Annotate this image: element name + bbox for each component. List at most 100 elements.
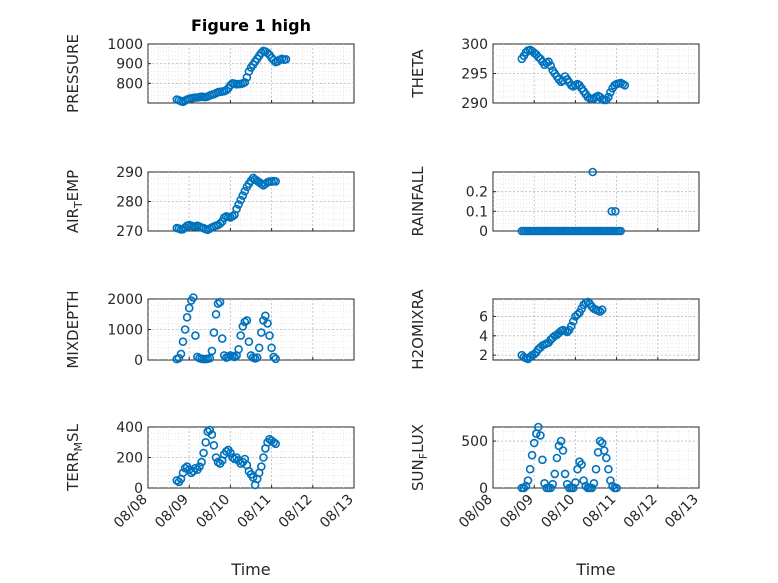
subplot-3: 270 280 290 AIRTEMP (64, 165, 355, 240)
data-point (228, 212, 237, 221)
data-point (217, 334, 227, 343)
y-tick-label: 4 (479, 329, 488, 345)
data-point (195, 462, 204, 471)
data-point (271, 177, 281, 186)
data-point (523, 476, 533, 485)
y-axis-label: MIXDEPTH (64, 290, 82, 368)
data-point (271, 439, 281, 449)
data-point (191, 331, 200, 340)
data-point (205, 353, 215, 363)
data-point (616, 226, 626, 236)
data-point (546, 61, 556, 71)
data-point (281, 54, 291, 64)
data-point (234, 200, 243, 209)
data-point (604, 464, 613, 474)
data-point (252, 353, 262, 362)
data-point (232, 204, 241, 214)
data-point (527, 450, 537, 460)
data-point (589, 478, 599, 488)
data-point (261, 311, 270, 321)
y-tick-label: 0.2 (466, 185, 488, 201)
data-point (263, 48, 272, 58)
data-point (562, 327, 572, 337)
data-point (226, 448, 235, 458)
data-point (267, 343, 276, 353)
subplot-7: 0 200 400 08/08 08/09 08/10 08/11 08/12 08/13 Tim… (64, 420, 357, 579)
data-point (180, 325, 190, 334)
data-point (529, 349, 539, 359)
y-tick-label: 1000 (107, 37, 143, 53)
data-point (191, 463, 200, 473)
data-point (269, 352, 279, 362)
y-tick-label: 290 (116, 165, 143, 181)
x-tick-label: 08/11 (580, 492, 620, 532)
data-point (256, 462, 266, 471)
data-point (215, 297, 225, 307)
x-tick-label: 08/09 (497, 492, 537, 532)
y-tick-label: 300 (461, 37, 488, 53)
data-point (529, 438, 539, 448)
data-point (209, 328, 219, 337)
x-tick-label: 08/11 (235, 492, 275, 532)
data-point (238, 191, 248, 200)
x-tick-label: 08/10 (193, 492, 233, 532)
y-tick-label: 800 (116, 76, 143, 92)
x-tick-label: 08/10 (538, 492, 578, 532)
data-point (207, 430, 217, 439)
data-point (211, 309, 221, 319)
data-point (209, 440, 219, 450)
x-tick-label: 08/08 (111, 492, 151, 532)
data-point (588, 167, 598, 177)
data-point (242, 316, 252, 325)
data-point (236, 331, 245, 340)
data-point (611, 207, 620, 216)
subplot-6: 2 4 6 H2OMIXRA (409, 289, 700, 370)
y-tick-label: 0 (479, 224, 488, 240)
data-point (620, 81, 630, 90)
data-point (597, 438, 607, 448)
subplot-4: 0 0.1 0.2 RAINFALL (409, 166, 700, 240)
y-tick-label: 295 (461, 67, 488, 83)
data-point (536, 431, 545, 440)
data-point (240, 78, 250, 87)
data-point (548, 479, 558, 489)
data-point (236, 195, 245, 205)
data-point (265, 331, 274, 340)
y-tick-label: 0.1 (466, 204, 488, 220)
data-point (205, 425, 215, 435)
data-point (533, 422, 543, 432)
data-point (234, 344, 243, 354)
subplot-2: 290 295 300 THETA (409, 37, 700, 112)
data-point (550, 469, 560, 479)
y-axis-label: PRESSURE (64, 34, 82, 113)
data-point (256, 328, 266, 337)
data-point (587, 483, 597, 493)
data-point (566, 321, 576, 331)
data-point (182, 312, 192, 322)
data-point (263, 319, 272, 328)
subplot-5: 0 1000 2000 MIXDEPTH (64, 290, 355, 369)
data-point (189, 293, 198, 302)
x-tick-label: 08/13 (317, 492, 357, 532)
data-point (222, 447, 231, 456)
data-point (215, 219, 225, 228)
data-point (525, 464, 535, 474)
data-point (180, 463, 190, 473)
data-point (612, 483, 621, 493)
data-point (552, 453, 562, 463)
data-point (240, 186, 250, 196)
y-tick-label: 1000 (107, 323, 143, 339)
y-tick-label: 270 (116, 224, 143, 240)
subplot-1: 800 900 1000 PRESSURE Figure 1 high (64, 16, 355, 113)
y-tick-label: 0 (134, 353, 143, 369)
data-point (571, 478, 580, 487)
y-tick-label: 2000 (107, 292, 143, 308)
subplot-8: 0 500 08/08 08/09 08/10 08/11 08/12 08/13 Time SU… (409, 422, 702, 579)
x-tick-label: 08/08 (456, 492, 496, 532)
y-tick-label: 6 (479, 309, 488, 325)
data-point (219, 351, 229, 360)
y-axis-label: RAINFALL (409, 166, 427, 237)
y-tick-label: 400 (116, 420, 143, 436)
y-tick-label: 280 (116, 195, 143, 211)
